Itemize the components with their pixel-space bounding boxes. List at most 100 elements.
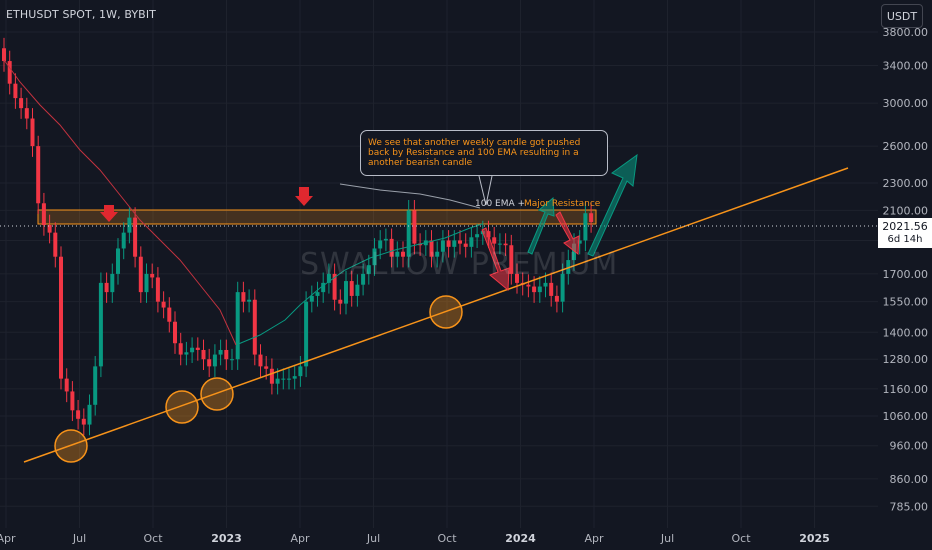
candle-body <box>395 251 400 257</box>
candle-body <box>554 295 559 302</box>
time-tick-label: 2025 <box>799 532 830 545</box>
callout-note: We see that another weekly candle got pu… <box>360 130 608 176</box>
candle-body <box>212 354 217 367</box>
candle-body <box>463 243 468 247</box>
candle-body <box>269 368 274 384</box>
candle-body <box>537 286 542 293</box>
candle-body <box>349 281 354 296</box>
candle-body <box>304 301 309 367</box>
candle-body <box>509 245 514 274</box>
price-tick-label: 2300.00 <box>883 177 929 190</box>
time-axis: Apr Jul Oct 2023 Apr Jul Oct 2024 Apr Jul Oct 2025 <box>0 532 830 545</box>
candle-body <box>98 282 103 367</box>
price-axis: 3800.00 3400.00 3000.00 2600.00 2300.00 2100.… <box>883 26 929 513</box>
candle-body <box>315 292 320 296</box>
projection-arrows <box>481 153 638 292</box>
candle-body <box>589 213 594 223</box>
time-tick-label: Jul <box>72 532 86 545</box>
candle-body <box>138 256 143 293</box>
candle-body <box>235 292 240 360</box>
price-tick-label: 3400.00 <box>883 59 929 72</box>
price-tick-label: 1160.00 <box>883 383 929 396</box>
ascending-trendline <box>23 167 849 463</box>
candle-body <box>104 282 109 293</box>
candle-body <box>412 210 417 244</box>
support-circle-3 <box>200 377 234 411</box>
time-tick-label: 2024 <box>505 532 536 545</box>
candle-body <box>218 349 223 355</box>
green-arrow-up-1 <box>527 196 555 255</box>
candle-body <box>475 234 480 238</box>
candle-body <box>321 282 326 293</box>
price-tick-label: 1060.00 <box>883 410 929 423</box>
candle-body <box>543 282 548 287</box>
support-circle-2 <box>165 390 199 424</box>
candle-body <box>190 347 195 353</box>
candle-body <box>361 273 366 285</box>
candle-body <box>53 232 58 257</box>
ema-100-line-grey <box>339 183 481 209</box>
candle-body <box>150 273 155 278</box>
candle-body <box>309 295 314 302</box>
candle-body <box>355 284 360 296</box>
candle-body <box>383 238 388 241</box>
candle-body <box>332 273 337 300</box>
candle-body <box>144 273 149 293</box>
red-arrow-down-1 <box>481 227 510 292</box>
price-tick-label: 3000.00 <box>883 97 929 110</box>
last-price-value: 2021.56 <box>882 220 928 233</box>
time-tick-label: Oct <box>437 532 457 545</box>
candle-body <box>281 378 286 380</box>
candle-body <box>583 213 588 241</box>
candle-body <box>292 376 297 379</box>
candle-body <box>560 273 565 302</box>
candle-body <box>264 366 269 369</box>
price-tick-label: 2600.00 <box>883 140 929 153</box>
price-tick-label: 860.00 <box>890 473 929 486</box>
candle-body <box>252 299 257 355</box>
support-circle-4 <box>429 295 463 329</box>
green-arrow-up-2 <box>587 153 638 257</box>
candle-body <box>566 260 571 274</box>
candle-body <box>178 343 183 355</box>
candle-body <box>184 352 189 355</box>
symbol-title: ETHUSDT SPOT, 1W, BYBIT <box>6 8 156 21</box>
time-tick-label: Jul <box>366 532 380 545</box>
currency-button[interactable]: USDT <box>881 4 923 28</box>
candle-body <box>515 273 519 283</box>
support-circle-1 <box>54 429 88 463</box>
candle-body <box>133 217 138 257</box>
candle-body <box>201 349 206 360</box>
candle-body <box>161 301 166 308</box>
candle-body <box>64 378 69 392</box>
price-tick-label: 1400.00 <box>883 326 929 339</box>
price-tick-label: 3800.00 <box>883 26 929 39</box>
candles <box>2 37 594 436</box>
candle-body <box>59 256 63 379</box>
candle-body <box>469 237 474 247</box>
time-tick-label: Apr <box>0 532 16 545</box>
red-down-arrow-2 <box>295 187 313 206</box>
candle-body <box>41 203 46 226</box>
time-tick-label: Jul <box>660 532 674 545</box>
time-tick-label: Apr <box>290 532 310 545</box>
price-tick-label: 1700.00 <box>883 268 929 281</box>
price-tick-label: 1280.00 <box>883 353 929 366</box>
candle-body <box>406 210 411 257</box>
candle-body <box>7 61 12 84</box>
candle-body <box>121 232 126 249</box>
candle-body <box>435 251 440 257</box>
candle-body <box>173 321 177 344</box>
watermark: SWALLOW PREMIUM <box>300 247 619 282</box>
price-tick-label: 2100.00 <box>883 204 929 217</box>
candle-body <box>155 277 160 302</box>
candle-body <box>81 418 86 425</box>
time-tick-label: Oct <box>731 532 751 545</box>
candle-body <box>93 366 98 405</box>
candle-body <box>389 238 394 257</box>
callout-pointer <box>478 175 493 206</box>
candle-body <box>526 284 531 287</box>
last-price-tag: 2021.56 6d 14h <box>878 218 932 248</box>
candle-body <box>338 299 343 304</box>
